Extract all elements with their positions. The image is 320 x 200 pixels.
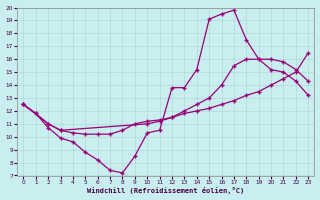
X-axis label: Windchill (Refroidissement éolien,°C): Windchill (Refroidissement éolien,°C) — [87, 187, 244, 194]
